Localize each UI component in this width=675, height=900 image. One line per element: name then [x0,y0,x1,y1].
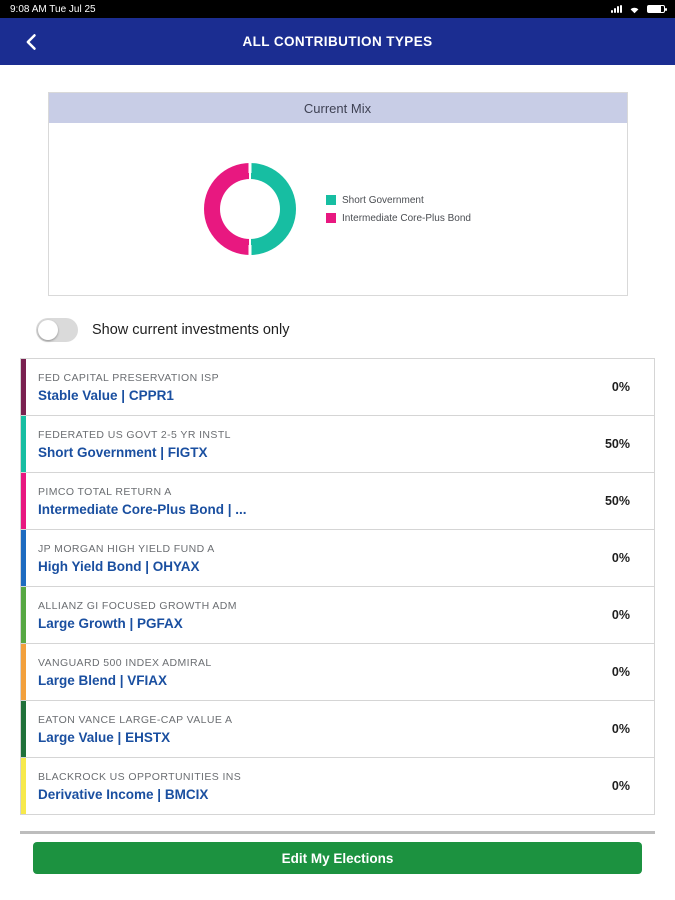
fund-row[interactable]: ALLIANZ GI FOCUSED GROWTH ADM Large Grow… [20,586,655,644]
legend-label: Short Government [342,194,424,206]
fund-allocation-percent: 50% [604,437,630,451]
fund-category-ticker: Stable Value | CPPR1 [38,387,174,403]
fund-category-ticker: Derivative Income | BMCIX [38,786,209,802]
legend-swatch [326,195,337,205]
fund-row[interactable]: FEDERATED US GOVT 2-5 YR INSTL Short Gov… [20,415,655,473]
fund-row[interactable]: JP MORGAN HIGH YIELD FUND A High Yield B… [20,529,655,587]
back-button[interactable] [14,18,50,65]
legend-swatch [326,213,337,223]
edit-my-elections-button[interactable]: Edit My Elections [33,842,642,874]
fund-category-ticker: Large Growth | PGFAX [38,615,183,631]
page-title: ALL CONTRIBUTION TYPES [242,34,433,49]
fund-row[interactable]: FED CAPITAL PRESERVATION ISP Stable Valu… [20,358,655,416]
fund-row[interactable]: BLACKROCK US OPPORTUNITIES INS Derivativ… [20,757,655,815]
fund-color-stripe [21,416,26,472]
fund-allocation-percent: 0% [611,665,630,679]
wifi-icon [630,7,639,14]
fund-color-stripe [21,758,26,814]
fund-name: FED CAPITAL PRESERVATION ISP [38,371,219,384]
fund-color-stripe [21,530,26,586]
legend-label: Intermediate Core-Plus Bond [342,212,471,224]
fund-name: ALLIANZ GI FOCUSED GROWTH ADM [38,599,237,612]
fund-category-ticker: Large Blend | VFIAX [38,672,168,688]
fund-row[interactable]: VANGUARD 500 INDEX ADMIRAL Large Blend |… [20,643,655,701]
list-divider [20,831,655,834]
fund-row[interactable]: PIMCO TOTAL RETURN A Intermediate Core-P… [20,472,655,530]
fund-allocation-percent: 0% [611,779,630,793]
fund-color-stripe [21,473,26,529]
allocation-donut-chart [204,163,297,255]
show-current-investments-toggle[interactable] [36,318,78,342]
fund-name: BLACKROCK US OPPORTUNITIES INS [38,770,242,783]
fund-allocation-percent: 0% [611,380,630,394]
fund-list: FED CAPITAL PRESERVATION ISP Stable Valu… [20,358,655,815]
legend-item: Short Government [326,195,471,206]
fund-color-stripe [21,701,26,757]
chart-legend: Short Government Intermediate Core-Plus … [326,195,471,224]
current-mix-card: Current Mix Short Government Intermediat… [47,92,628,296]
fund-allocation-percent: 0% [611,722,630,736]
current-mix-title: Current Mix [303,100,372,116]
fund-name: VANGUARD 500 INDEX ADMIRAL [38,656,212,669]
chevron-left-icon [26,33,36,50]
fund-color-stripe [21,587,26,643]
toggle-label: Show current investments only [92,322,290,338]
nav-bar: ALL CONTRIBUTION TYPES [0,18,675,65]
fund-allocation-percent: 50% [604,494,630,508]
legend-item: Intermediate Core-Plus Bond [326,213,471,224]
fund-category-ticker: Short Government | FIGTX [38,444,208,460]
fund-allocation-percent: 0% [611,608,630,622]
signal-icon [611,5,622,13]
toggle-knob [38,320,58,340]
fund-name: JP MORGAN HIGH YIELD FUND A [38,542,215,555]
status-bar: 9:08 AM Tue Jul 25 [0,0,675,18]
current-mix-chart-area: Short Government Intermediate Core-Plus … [49,123,627,295]
fund-color-stripe [21,359,26,415]
fund-category-ticker: Intermediate Core-Plus Bond | ... [38,501,247,517]
status-time-date: 9:08 AM Tue Jul 25 [10,3,96,15]
battery-icon [647,5,667,13]
fund-category-ticker: High Yield Bond | OHYAX [38,558,200,574]
current-mix-header: Current Mix [48,93,627,123]
fund-name: PIMCO TOTAL RETURN A [38,485,172,498]
fund-color-stripe [21,644,26,700]
fund-name: FEDERATED US GOVT 2-5 YR INSTL [38,428,231,441]
fund-allocation-percent: 0% [611,551,630,565]
fund-row[interactable]: EATON VANCE LARGE-CAP VALUE A Large Valu… [20,700,655,758]
fund-name: EATON VANCE LARGE-CAP VALUE A [38,713,233,726]
fund-category-ticker: Large Value | EHSTX [38,729,171,745]
filter-toggle-row: Show current investments only [36,318,675,342]
